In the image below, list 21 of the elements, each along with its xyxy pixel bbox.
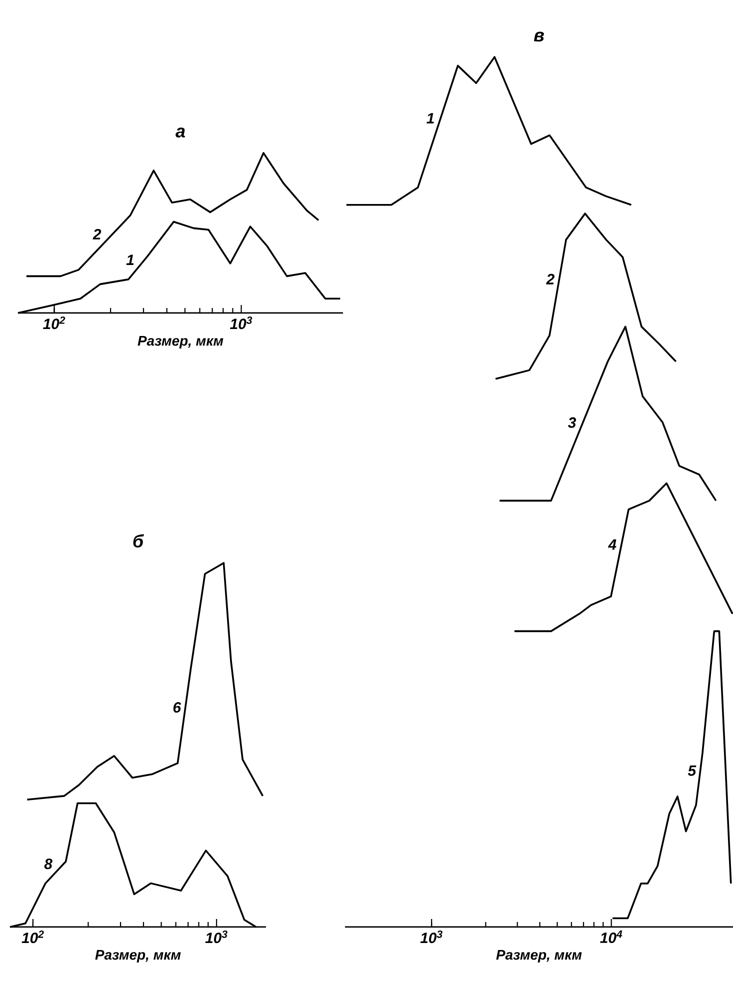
chart-title: а: [176, 128, 185, 138]
x-axis-title: Размер, мкм: [496, 950, 582, 962]
series-label: 2: [92, 228, 102, 240]
series-label: 6: [173, 702, 182, 713]
series-label: 1: [126, 254, 134, 265]
x-tick-label: 10$^{2}$: [22, 930, 44, 944]
chart-title: в: [534, 32, 544, 42]
series-label: 1: [426, 113, 434, 124]
x-tick-label: 10$^{2}$: [43, 316, 66, 330]
x-tick-label: 10$^{3}$: [230, 316, 252, 330]
series-label: 3: [568, 417, 576, 428]
series-label: 5: [688, 765, 696, 776]
series-label: 4: [608, 539, 616, 550]
chart-title: б: [133, 534, 144, 548]
x-axis-title: Размер, мкм: [138, 336, 224, 348]
x-tick-label: 10$^{4}$: [600, 930, 622, 944]
series-label: 8: [44, 858, 52, 870]
x-tick-label: 10$^{3}$: [205, 930, 228, 944]
series-label: 2: [546, 274, 554, 284]
x-tick-label: 10$^{3}$: [420, 930, 442, 944]
x-axis-title: Размер, мкм: [95, 950, 181, 962]
